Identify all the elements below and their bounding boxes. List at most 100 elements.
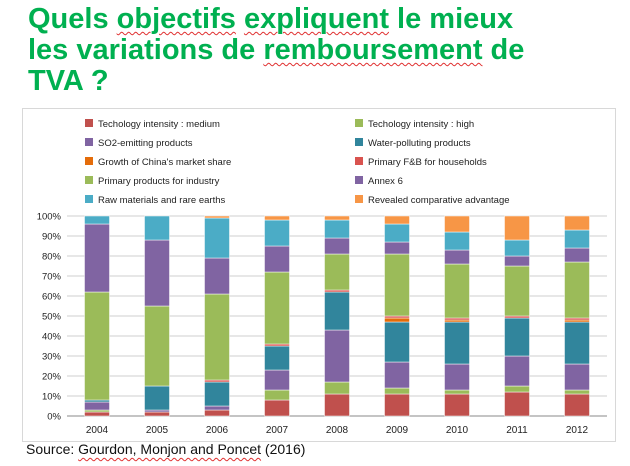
bar-segment	[84, 291, 110, 401]
bar-segment	[324, 393, 350, 417]
y-tick-label: 40%	[42, 332, 62, 343]
bar-segment	[144, 409, 170, 413]
bar-segment	[504, 355, 530, 387]
bar-segment	[204, 381, 230, 407]
legend-swatch	[355, 195, 363, 203]
legend-label: Primary products for industry	[98, 176, 220, 187]
bar-segment	[324, 381, 350, 395]
bar-segment	[144, 239, 170, 307]
bar-segment	[204, 405, 230, 411]
bar-segment	[504, 385, 530, 393]
y-tick-label: 90%	[42, 232, 62, 243]
bar-segment	[504, 255, 530, 267]
y-tick-label: 80%	[42, 252, 62, 263]
bar-segment	[204, 293, 230, 381]
bar-segment	[564, 389, 590, 395]
bar-segment	[444, 319, 470, 323]
bar-segment	[444, 393, 470, 417]
bar-segment	[384, 215, 410, 225]
spellcheck-word: remboursement	[263, 34, 483, 66]
bar-segment	[384, 361, 410, 389]
bar-segment	[384, 253, 410, 317]
x-tick-label: 2009	[386, 425, 409, 436]
bar-segment	[564, 247, 590, 263]
bar-segment	[564, 321, 590, 365]
legend-label: Techology intensity : medium	[98, 119, 220, 130]
legend-swatch	[355, 176, 363, 184]
legend-label: SO2-emitting products	[98, 138, 193, 149]
bar-segment	[264, 245, 290, 273]
legend-swatch	[355, 138, 363, 146]
bar-segment	[84, 411, 110, 417]
bar-segment	[204, 257, 230, 295]
bar-segment	[264, 215, 290, 221]
legend-swatch	[85, 138, 93, 146]
spellcheck-word: expliquent	[243, 3, 389, 35]
bar-segment	[384, 387, 410, 395]
bar-segment	[324, 237, 350, 255]
bar-segment	[384, 223, 410, 243]
bar-segment	[84, 399, 110, 403]
bar-segment	[444, 389, 470, 395]
x-tick-label: 2005	[146, 425, 169, 436]
y-tick-label: 0%	[47, 412, 61, 423]
spellcheck-word: objectifs	[116, 3, 236, 35]
bar-segment	[444, 263, 470, 319]
legend-label: Raw materials and rare earths	[98, 195, 225, 206]
bar-segment	[264, 219, 290, 247]
bar-segment	[324, 329, 350, 383]
bar-segment	[504, 391, 530, 417]
bar-segment	[264, 389, 290, 401]
bar-segment	[84, 401, 110, 411]
bar-segment	[504, 315, 530, 319]
bar-segment	[144, 385, 170, 411]
bar-segment	[324, 291, 350, 331]
bar-segment	[564, 317, 590, 321]
legend-label: Revealed comparative advantage	[368, 195, 510, 206]
bar-segment	[564, 261, 590, 319]
legend-label: Water-polluting products	[368, 138, 471, 149]
bar-segment	[204, 217, 230, 259]
bar-segment	[144, 411, 170, 417]
x-tick-label: 2004	[86, 425, 109, 436]
legend-swatch	[355, 157, 363, 165]
bar-segment	[444, 249, 470, 265]
bar-segment	[504, 265, 530, 317]
y-tick-label: 60%	[42, 292, 62, 303]
legend-label: Primary F&B for households	[368, 157, 487, 168]
bar-segment	[384, 315, 410, 319]
legend-swatch	[85, 176, 93, 184]
bar-segment	[324, 219, 350, 239]
bar-segment	[204, 215, 230, 219]
bar-segment	[444, 215, 470, 233]
x-tick-label: 2012	[566, 425, 589, 436]
y-tick-label: 70%	[42, 272, 62, 283]
bar-segment	[84, 215, 110, 225]
y-tick-label: 10%	[42, 392, 62, 403]
bar-segment	[264, 345, 290, 371]
bar-segment	[324, 253, 350, 291]
y-tick-label: 100%	[37, 212, 62, 223]
bar-segment	[204, 409, 230, 417]
x-tick-label: 2007	[266, 425, 289, 436]
legend-swatch	[85, 157, 93, 165]
x-tick-label: 2008	[326, 425, 349, 436]
bar-segment	[144, 305, 170, 387]
bar-segment	[84, 409, 110, 413]
bar-segment	[444, 231, 470, 251]
bar-segment	[84, 223, 110, 293]
bar-segment	[564, 363, 590, 391]
bar-segment	[264, 399, 290, 417]
chart-panel: Techology intensity : medium Techology in…	[22, 108, 616, 442]
bar-segment	[564, 229, 590, 249]
bar-segment	[384, 241, 410, 255]
bar-segment	[324, 215, 350, 221]
legend-label: Techology intensity : high	[368, 119, 474, 130]
bar-segment	[444, 363, 470, 391]
bar-segment	[264, 271, 290, 345]
x-tick-label: 2006	[206, 425, 229, 436]
bar-segment	[384, 321, 410, 363]
legend-swatch	[355, 119, 363, 127]
legend-label: Growth of China's market share	[98, 157, 231, 168]
bar-segment	[504, 317, 530, 357]
